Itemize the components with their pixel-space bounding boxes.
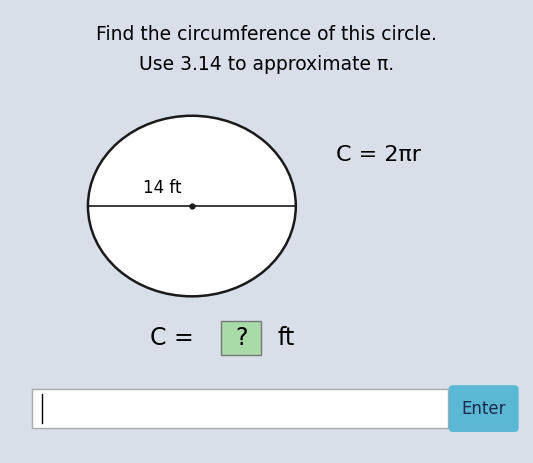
Text: C = 2πr: C = 2πr	[336, 145, 421, 165]
Circle shape	[88, 116, 296, 296]
FancyBboxPatch shape	[32, 389, 448, 428]
FancyBboxPatch shape	[449, 385, 519, 432]
Text: Enter: Enter	[462, 400, 506, 418]
FancyBboxPatch shape	[221, 320, 261, 356]
Text: C =: C =	[150, 326, 201, 350]
Text: Use 3.14 to approximate π.: Use 3.14 to approximate π.	[139, 55, 394, 75]
Text: ?: ?	[235, 326, 247, 350]
Text: 14 ft: 14 ft	[143, 179, 182, 196]
Text: ft: ft	[277, 326, 295, 350]
Text: Find the circumference of this circle.: Find the circumference of this circle.	[96, 25, 437, 44]
